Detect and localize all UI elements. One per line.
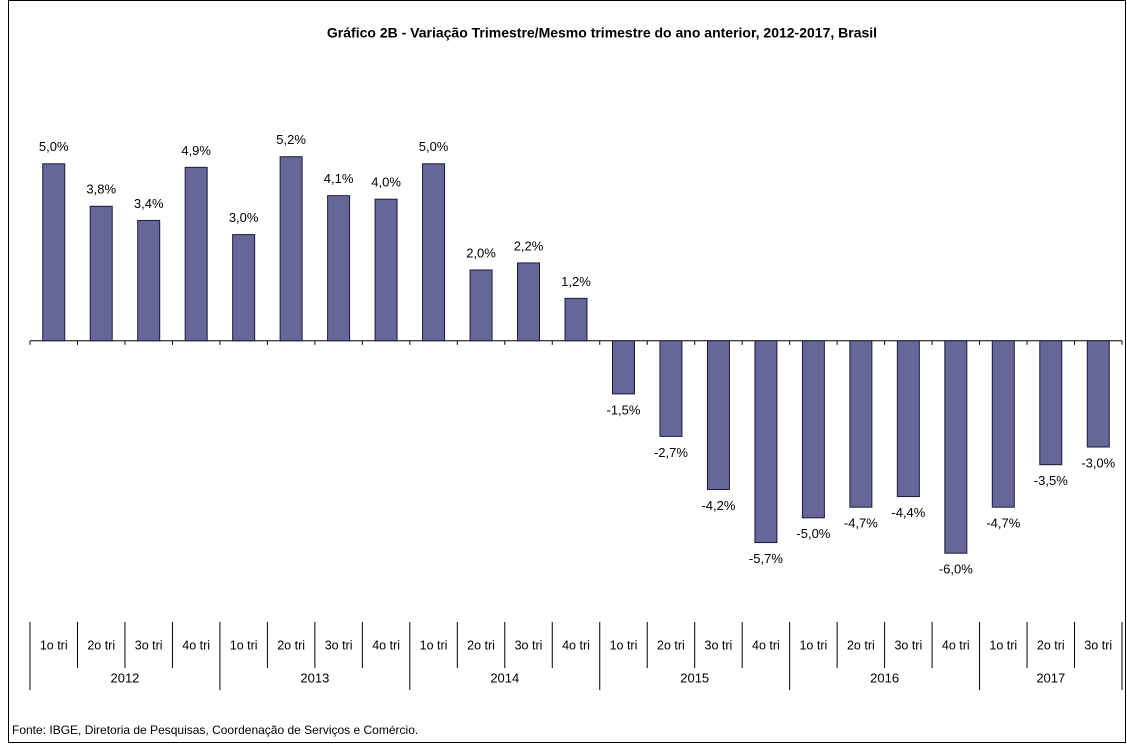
source-note: Fonte: IBGE, Diretoria de Pesquisas, Coo… <box>12 723 418 737</box>
bar <box>42 163 66 342</box>
bar <box>659 340 683 437</box>
bar <box>89 205 113 342</box>
bar <box>849 340 873 508</box>
bar <box>611 340 635 395</box>
value-label: -1,5% <box>606 402 640 417</box>
bar <box>137 219 161 342</box>
value-label: -4,2% <box>701 498 735 513</box>
value-label: -4,7% <box>986 516 1020 531</box>
x-tick-label: 4o tri <box>182 638 210 652</box>
bar <box>801 340 825 519</box>
value-label: 4,0% <box>371 175 401 190</box>
x-tick-label: 1o tri <box>989 638 1017 652</box>
bar <box>896 340 920 498</box>
x-tick-label: 1o tri <box>610 638 638 652</box>
bar <box>422 163 446 342</box>
x-tick-label: 4o tri <box>372 638 400 652</box>
value-label: -4,7% <box>844 516 878 531</box>
value-label: -3,0% <box>1081 455 1115 470</box>
value-label: 3,4% <box>134 196 164 211</box>
x-tick-label: 3o tri <box>894 638 922 652</box>
x-tick-label: 2o tri <box>1037 638 1065 652</box>
bar <box>469 269 493 342</box>
value-label: -5,7% <box>749 551 783 566</box>
bar <box>232 234 256 342</box>
x-tick-label: 1o tri <box>230 638 258 652</box>
bar <box>1086 340 1110 448</box>
value-label: 2,0% <box>466 245 496 260</box>
value-label: 4,1% <box>324 171 354 186</box>
bar <box>279 156 303 342</box>
group-label: 2015 <box>680 670 709 685</box>
bar <box>1039 340 1063 466</box>
x-tick-label: 4o tri <box>562 638 590 652</box>
bar <box>184 166 208 342</box>
x-tick-label: 2o tri <box>87 638 115 652</box>
bar <box>374 198 398 342</box>
value-label: -4,4% <box>891 505 925 520</box>
x-tick-label: 2o tri <box>277 638 305 652</box>
x-tick-label: 2o tri <box>847 638 875 652</box>
bar <box>944 340 968 554</box>
x-tick-label: 4o tri <box>752 638 780 652</box>
x-tick-label: 3o tri <box>325 638 353 652</box>
value-label: 5,0% <box>419 139 449 154</box>
value-label: -5,0% <box>796 526 830 541</box>
value-label: 5,0% <box>39 139 69 154</box>
value-label: 2,2% <box>514 238 544 253</box>
x-tick-label: 2o tri <box>657 638 685 652</box>
bar <box>991 340 1015 508</box>
value-label: 4,9% <box>181 143 211 158</box>
value-label: 3,0% <box>229 210 259 225</box>
x-tick-label: 1o tri <box>420 638 448 652</box>
frame <box>8 0 1126 743</box>
value-label: 5,2% <box>276 132 306 147</box>
bar <box>327 195 351 342</box>
x-tick-label: 3o tri <box>1084 638 1112 652</box>
group-label: 2012 <box>110 670 139 685</box>
bar <box>517 262 541 342</box>
bar <box>754 340 778 544</box>
value-label: -2,7% <box>654 445 688 460</box>
x-tick-label: 4o tri <box>942 638 970 652</box>
value-label: 1,2% <box>561 274 591 289</box>
group-label: 2016 <box>870 670 899 685</box>
x-tick-label: 3o tri <box>515 638 543 652</box>
group-label: 2013 <box>300 670 329 685</box>
x-tick-label: 1o tri <box>40 638 68 652</box>
group-label: 2014 <box>490 670 519 685</box>
value-label: 3,8% <box>86 182 116 197</box>
x-tick-label: 2o tri <box>467 638 495 652</box>
chart-title: Gráfico 2B - Variação Trimestre/Mesmo tr… <box>327 25 877 41</box>
x-tick-label: 1o tri <box>799 638 827 652</box>
bar <box>564 297 588 342</box>
value-label: -3,5% <box>1034 473 1068 488</box>
value-label: -6,0% <box>939 562 973 577</box>
group-label: 2017 <box>1036 670 1065 685</box>
bar <box>706 340 730 490</box>
x-tick-label: 3o tri <box>135 638 163 652</box>
x-tick-label: 3o tri <box>705 638 733 652</box>
